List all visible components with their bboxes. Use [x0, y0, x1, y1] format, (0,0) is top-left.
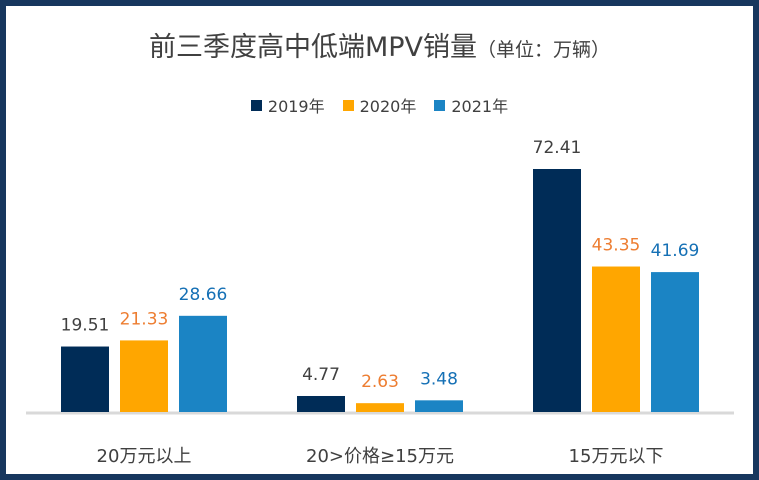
data-label: 19.51	[61, 316, 110, 336]
data-label: 43.35	[592, 236, 641, 256]
legend-swatch-2021	[434, 99, 446, 111]
data-label: 21.33	[120, 309, 169, 329]
data-label: 41.69	[651, 241, 700, 261]
legend-item-2021: 2021年	[434, 93, 508, 117]
bar-2021年-20>价格≥15万元	[415, 400, 463, 412]
data-label: 3.48	[420, 369, 458, 389]
data-label: 4.77	[302, 365, 340, 385]
bar-2021年-15万元以下	[651, 272, 699, 412]
bar-2021年-20万元以上	[179, 315, 227, 412]
category-label: 20万元以上	[97, 446, 192, 467]
data-label: 28.66	[179, 285, 228, 305]
legend-swatch-2019	[250, 99, 262, 111]
bar-2019年-15万元以下	[533, 169, 581, 412]
legend-label-2021: 2021年	[451, 97, 509, 116]
category-label: 15万元以下	[569, 446, 664, 467]
bar-2020年-20>价格≥15万元	[356, 403, 404, 412]
chart-legend: 2019年 2020年 2021年	[0, 93, 759, 117]
data-label: 2.63	[361, 372, 399, 392]
bar-2019年-20万元以上	[61, 346, 109, 412]
chart-title-main: 前三季度高中低端MPV销量	[148, 32, 478, 63]
legend-label-2020: 2020年	[359, 97, 417, 116]
chart-title: 前三季度高中低端MPV销量（单位：万辆）	[0, 30, 759, 68]
bar-2019年-20>价格≥15万元	[297, 395, 345, 412]
category-label: 20>价格≥15万元	[306, 446, 454, 467]
data-label: 72.41	[533, 138, 582, 158]
chart-title-unit: （单位：万辆）	[477, 39, 611, 61]
bar-2020年-20万元以上	[120, 340, 168, 412]
legend-swatch-2020	[342, 99, 354, 111]
legend-item-2020: 2020年	[342, 93, 417, 117]
legend-item-2019: 2019年	[250, 93, 325, 117]
legend-label-2019: 2019年	[267, 97, 325, 116]
bar-2020年-15万元以下	[592, 266, 640, 412]
